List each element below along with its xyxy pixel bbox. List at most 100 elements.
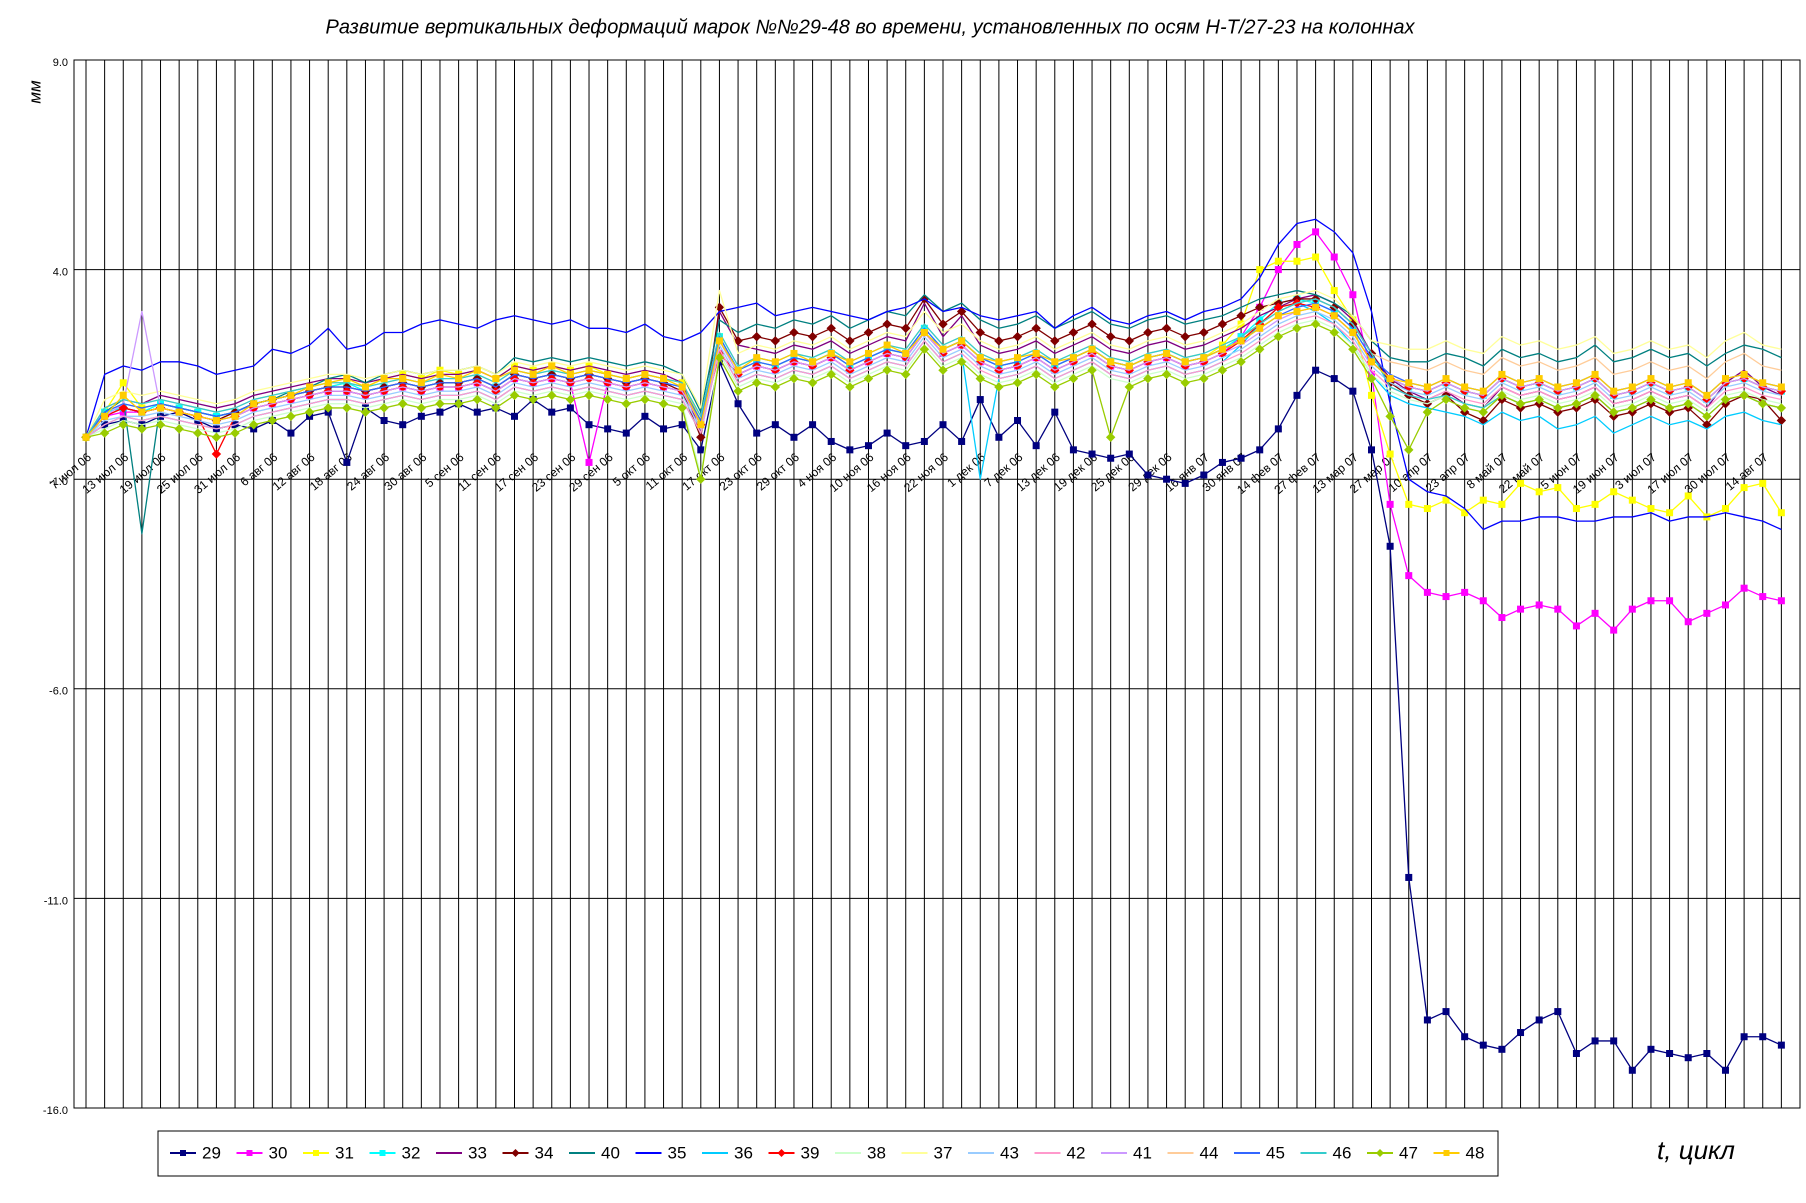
legend-item: 41 xyxy=(1101,1143,1152,1162)
point-marker xyxy=(1684,379,1692,387)
point-marker xyxy=(1628,383,1636,391)
point-marker xyxy=(1050,382,1060,392)
point-marker xyxy=(1051,358,1059,366)
point-marker xyxy=(976,354,984,362)
point-marker xyxy=(1554,1008,1562,1016)
point-marker xyxy=(1330,253,1338,261)
legend-item: 36 xyxy=(702,1143,753,1162)
point-marker xyxy=(939,421,947,429)
point-marker xyxy=(491,403,501,413)
legend-marker xyxy=(379,1150,386,1156)
point-marker xyxy=(1498,370,1506,378)
point-marker xyxy=(1610,1037,1618,1045)
point-marker xyxy=(212,417,220,425)
point-marker xyxy=(826,323,836,333)
point-marker xyxy=(473,366,481,374)
point-marker xyxy=(1442,375,1450,383)
point-marker xyxy=(547,390,557,401)
point-marker xyxy=(1759,1033,1767,1041)
point-marker xyxy=(584,390,594,401)
point-marker xyxy=(995,358,1003,366)
point-marker xyxy=(1368,391,1375,399)
point-marker xyxy=(809,358,817,366)
point-marker xyxy=(1664,403,1675,413)
point-marker xyxy=(1105,331,1116,342)
point-marker xyxy=(994,382,1004,392)
point-marker xyxy=(1236,357,1246,367)
point-marker xyxy=(1666,1050,1674,1058)
point-marker xyxy=(751,378,762,388)
point-marker xyxy=(1666,383,1674,391)
y-axis-label: мм xyxy=(25,80,44,104)
point-marker xyxy=(566,370,574,378)
point-marker xyxy=(380,375,388,383)
point-marker xyxy=(1553,403,1563,413)
point-marker xyxy=(733,336,743,346)
series xyxy=(85,306,1782,438)
series-line xyxy=(85,218,1782,531)
point-marker xyxy=(1628,496,1636,504)
point-marker xyxy=(193,428,203,438)
point-marker xyxy=(1107,454,1115,462)
point-marker xyxy=(1143,327,1153,338)
point-marker xyxy=(138,408,146,416)
point-marker xyxy=(1591,1037,1599,1045)
point-marker xyxy=(1759,479,1767,487)
point-marker xyxy=(1647,505,1655,513)
point-marker xyxy=(807,378,818,388)
legend-label: 44 xyxy=(1200,1143,1219,1162)
point-marker xyxy=(1087,319,1097,329)
point-marker xyxy=(1534,394,1544,405)
point-marker xyxy=(1777,509,1785,517)
point-marker xyxy=(1572,1050,1580,1058)
point-marker xyxy=(920,328,928,336)
point-marker xyxy=(696,474,706,484)
legend-item: 34 xyxy=(502,1143,553,1162)
point-marker xyxy=(492,375,500,383)
x-axis-label: t, цикл xyxy=(1657,1135,1735,1165)
point-marker xyxy=(715,337,723,345)
point-marker xyxy=(1777,597,1785,605)
legend-label: 39 xyxy=(801,1143,820,1162)
point-marker xyxy=(734,400,742,408)
y-tick-label: -16.0 xyxy=(43,1105,68,1117)
point-marker xyxy=(566,404,574,412)
point-marker xyxy=(1012,331,1023,342)
point-marker xyxy=(1777,1041,1785,1049)
point-marker xyxy=(1274,425,1282,433)
point-marker xyxy=(1777,383,1785,391)
point-marker xyxy=(1087,365,1097,375)
point-marker xyxy=(1740,584,1748,592)
legend-item: 39 xyxy=(768,1143,820,1162)
point-marker xyxy=(194,412,202,420)
point-marker xyxy=(660,425,668,433)
point-marker xyxy=(565,394,576,405)
point-marker xyxy=(1218,345,1226,353)
series-line xyxy=(85,289,1782,438)
point-marker xyxy=(770,336,781,346)
point-marker xyxy=(714,352,725,363)
point-marker xyxy=(1423,1016,1431,1024)
point-marker xyxy=(416,403,427,413)
point-marker xyxy=(994,336,1004,346)
point-marker xyxy=(1591,609,1599,617)
point-marker xyxy=(1217,365,1228,375)
point-marker xyxy=(1478,407,1488,417)
point-marker xyxy=(640,394,650,405)
point-marker xyxy=(863,373,874,384)
point-marker xyxy=(1349,291,1357,299)
point-marker xyxy=(1479,496,1487,504)
point-marker xyxy=(1459,403,1470,413)
point-marker xyxy=(1498,1045,1506,1053)
series xyxy=(85,310,1782,438)
point-marker xyxy=(919,344,930,354)
point-marker xyxy=(1554,383,1562,391)
point-marker xyxy=(1180,378,1190,388)
point-marker xyxy=(1014,417,1022,425)
point-marker xyxy=(1144,471,1152,479)
point-marker xyxy=(379,403,389,413)
point-marker xyxy=(1535,488,1543,496)
legend-item: 37 xyxy=(901,1143,952,1162)
